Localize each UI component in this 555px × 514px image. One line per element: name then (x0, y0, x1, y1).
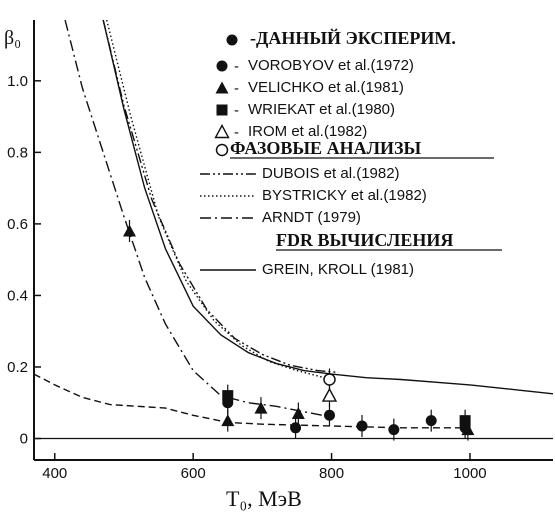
data-point-circle-filled (290, 422, 302, 434)
data-point-circle-open (323, 373, 336, 386)
legend-marker-triangle-open (214, 124, 230, 139)
data-point-triangle-open (321, 387, 338, 402)
legend-entry-phase-analysis: ФАЗОВЫЕ АНАЛИЗЫ (230, 138, 421, 158)
legend-entry-arndt: ARNDT (1979) (262, 209, 361, 226)
data-point-triangle-filled (122, 224, 136, 237)
legend-marks: - - - - (200, 34, 256, 271)
data-point-triangle-filled (291, 406, 305, 419)
y-axis-title: β₀ (4, 27, 21, 49)
y-ticks: 0 0.2 0.4 0.6 0.8 1.0 (7, 73, 41, 448)
legend-marker-triangle-filled (215, 81, 229, 94)
x-axis-title: T₀, МэВ (226, 486, 302, 511)
legend-marker-circle-open (215, 143, 229, 157)
data-point-square-filled (222, 390, 234, 402)
y-tick-label: 1.0 (7, 73, 28, 90)
data-points (122, 220, 475, 441)
y-tick-label: 0 (20, 431, 28, 448)
legend-entry-wriekat: WRIEKAT et al.(1980) (248, 101, 395, 118)
curve-solid (102, 19, 554, 395)
x-tick-label: 400 (42, 465, 67, 482)
x-ticks: 400 600 800 1000 (42, 453, 487, 482)
y-tick-label: 0.6 (7, 216, 28, 233)
data-point-square-filled (459, 415, 471, 427)
data-point-triangle-filled (254, 401, 268, 414)
legend-entry-bystricky: BYSTRICKY et al.(1982) (262, 187, 427, 204)
legend-dash: - (234, 58, 239, 75)
legend-entry-irom: IROM et al.(1982) (248, 123, 367, 140)
curve-dotted (106, 19, 336, 381)
y-tick-label: 0.2 (7, 359, 28, 376)
legend-dash: - (234, 80, 239, 97)
data-point-circle-filled (388, 424, 400, 436)
legend-entry-velichko: VELICHKO et al.(1981) (248, 79, 404, 96)
y-tick-label: 0.8 (7, 144, 28, 161)
y-tick-label: 0.4 (7, 287, 28, 304)
curve-dash-dot (64, 19, 332, 418)
x-tick-label: 800 (319, 465, 344, 482)
data-point-circle-filled (356, 420, 368, 432)
curve-dashed (33, 373, 470, 429)
legend-dash: - (234, 102, 239, 119)
legend-entry-grein-kroll: GREIN, KROLL (1981) (262, 261, 414, 278)
legend-head-exp: -ДАННЫЙ ЭКСПЕРИМ. (250, 27, 456, 48)
x-tick-label: 1000 (453, 465, 486, 482)
legend: -ДАННЫЙ ЭКСПЕРИМ. VOROBYOV et al.(1972) … (230, 27, 502, 278)
legend-dash: - (234, 124, 239, 141)
curves (33, 19, 554, 429)
legend-entry-dubois: DUBOIS et al.(1982) (262, 165, 400, 182)
legend-entry-vorobyov: VOROBYOV et al.(1972) (248, 57, 414, 74)
data-point-circle-filled (425, 415, 437, 427)
curve-dash-dot-dot (102, 19, 339, 374)
legend-head-fdr: FDR ВЫЧИСЛЕНИЯ (276, 230, 453, 250)
legend-marker-square-filled (216, 104, 228, 116)
legend-marker-circle-filled (216, 60, 228, 72)
data-point-triangle-filled (461, 423, 475, 436)
data-point-triangle-filled (221, 414, 235, 427)
x-tick-label: 600 (181, 465, 206, 482)
plot-frame (33, 20, 553, 461)
data-point-circle-filled (323, 409, 335, 421)
legend-marker-head (226, 34, 238, 46)
